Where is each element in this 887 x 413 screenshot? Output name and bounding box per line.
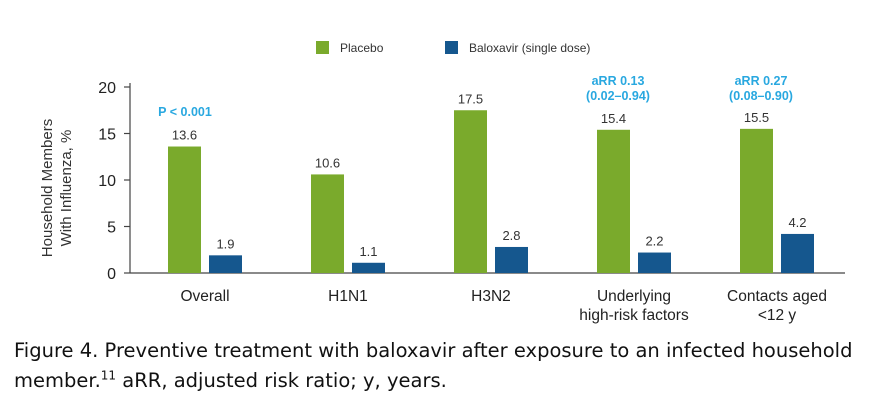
y-tick-label-20: 20 [98,80,116,97]
data-label-1-2: 2.8 [502,228,520,243]
x-tick-label-3-0: Underlying [597,288,671,305]
caption-abbreviations: aRR, adjusted risk ratio; y, years. [116,369,447,392]
data-label-0-1: 10.6 [315,155,340,170]
annotation-2-1: (0.08–0.90) [729,89,793,103]
y-tick-label-5: 5 [107,220,116,237]
figure-caption: Figure 4. Preventive treatment with balo… [14,336,874,396]
annotation-0-0: P < 0.001 [158,105,212,119]
bar-placebo-3 [597,129,630,273]
x-tick-label-3-1: high-risk factors [579,307,689,324]
y-tick-label-10: 10 [98,173,116,190]
y-tick-label-15: 15 [98,127,116,144]
x-tick-label-0-0: Overall [180,288,229,305]
bar-baloxavir-3 [638,252,671,273]
data-label-0-0: 13.6 [172,128,197,143]
bar-placebo-1 [311,174,344,273]
bar-baloxavir-1 [352,262,385,273]
x-tick-label-4-0: Contacts aged [727,288,827,305]
annotation-1-1: (0.02–0.94) [586,89,650,103]
legend-label-0: Placebo [340,41,384,55]
annotation-2-0: aRR 0.27 [735,74,788,88]
caption-text: Figure 4. Preventive treatment with balo… [14,339,853,392]
data-label-0-3: 15.4 [601,111,626,126]
legend-swatch-0 [316,41,329,54]
x-tick-label-1-0: H1N1 [328,288,368,305]
y-axis-label-1: With Influenza, % [58,130,75,247]
legend-swatch-1 [445,41,458,54]
legend-label-1: Baloxavir (single dose) [469,41,590,55]
bar-baloxavir-4 [781,233,814,273]
data-label-0-2: 17.5 [458,91,483,106]
x-tick-label-4-1: <12 y [758,307,797,324]
data-label-1-4: 4.2 [788,215,806,230]
y-axis-label-0: Household Members [39,119,56,257]
data-label-1-0: 1.9 [216,236,234,251]
annotation-1-0: aRR 0.13 [592,74,645,88]
x-tick-label-2-0: H3N2 [471,288,511,305]
y-tick-label-0: 0 [107,266,116,283]
data-label-0-4: 15.5 [744,110,769,125]
bar-placebo-2 [454,110,487,273]
bar-baloxavir-0 [209,255,242,273]
bar-baloxavir-2 [495,246,528,273]
bar-placebo-0 [168,146,201,273]
caption-reference: 11 [100,368,117,383]
bar-chart: Placebo Baloxavir (single dose) Household … [39,41,845,324]
data-label-1-3: 2.2 [645,234,663,249]
bar-placebo-4 [740,128,773,273]
data-label-1-1: 1.1 [359,244,377,259]
